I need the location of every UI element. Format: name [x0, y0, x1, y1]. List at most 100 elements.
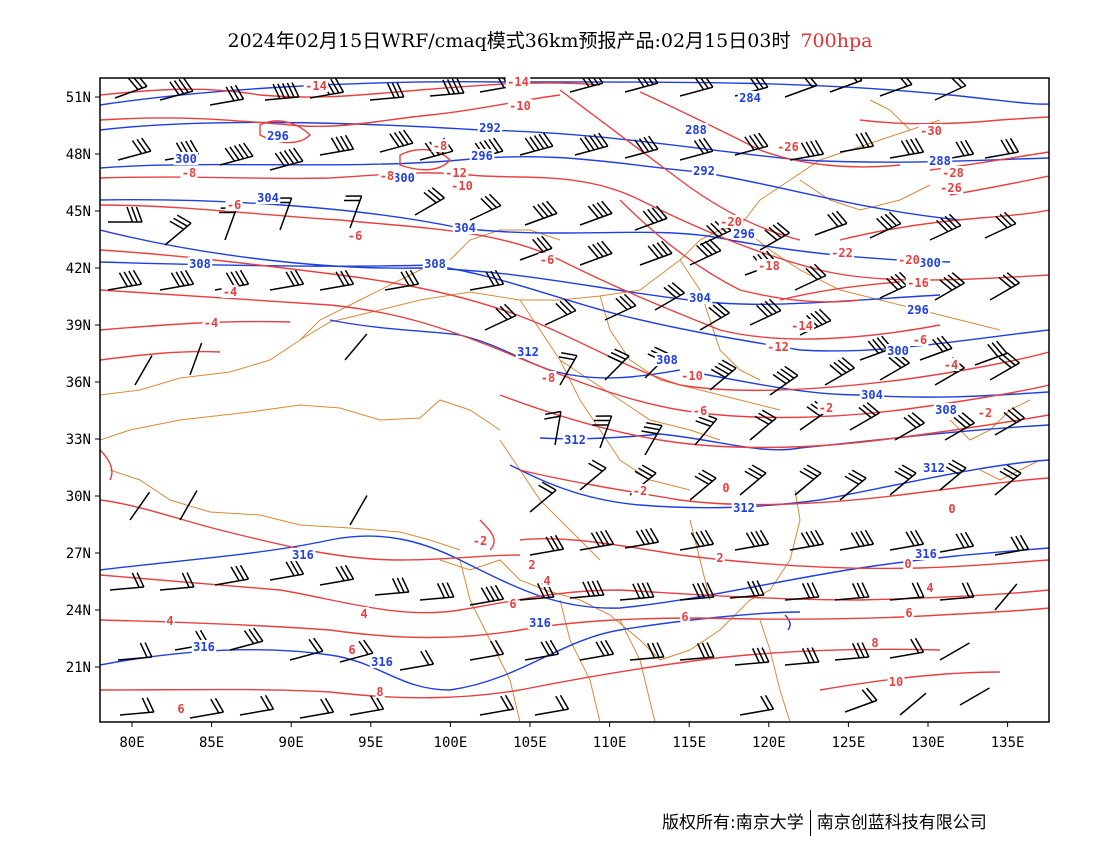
height-contour-label: 316: [915, 547, 937, 561]
wind-barb: [994, 464, 1022, 496]
wind-barb: [544, 410, 562, 446]
copyright-footer: 版权所有:南京大学 南京创蓝科技有限公司: [662, 808, 987, 836]
wind-barb: [579, 240, 613, 266]
wind-barb: [734, 132, 769, 156]
wind-barb: [639, 240, 673, 266]
wind-barb: [414, 187, 445, 216]
contour-label-bg: [391, 171, 417, 184]
temperature-contour-label: -2: [978, 406, 992, 420]
temperature-contour-label: -30: [920, 124, 942, 138]
contour-label-bg: [903, 557, 913, 570]
lon-label: 95E: [358, 735, 383, 751]
lat-label: 48N: [66, 147, 91, 163]
contour-label-bg: [859, 388, 885, 401]
wind-barb: [769, 365, 799, 396]
temperature-contour-label: -8: [541, 371, 555, 385]
lon-label: 110E: [593, 735, 627, 751]
contour-label-bg: [631, 484, 649, 497]
wind-barb: [159, 269, 195, 291]
height-contour-label: 316: [529, 616, 551, 630]
contour-label-bg: [775, 140, 801, 153]
wind-barb: [469, 584, 505, 606]
temperature-contour-label: -20: [720, 215, 742, 229]
contour-label-bg: [829, 246, 855, 259]
wind-barb: [218, 207, 238, 241]
wind-barb: [749, 409, 777, 441]
contour-label-bg: [202, 316, 220, 329]
wind-barb: [592, 415, 613, 449]
wind-barb: [939, 582, 975, 601]
wind-barb: [289, 637, 324, 661]
contour-label-bg: [917, 256, 943, 269]
wind-barb: [117, 642, 153, 661]
temperature-contour-label: 2: [528, 558, 535, 572]
footer-divider: [809, 810, 811, 836]
wind-barb: [839, 131, 875, 153]
height-contour-label: 308: [424, 257, 446, 271]
wind-barb: [939, 642, 970, 661]
lon-label: 85E: [199, 735, 224, 751]
wind-barb: [784, 582, 820, 601]
wind-barb: [959, 687, 990, 706]
wind-barb: [189, 342, 203, 376]
wind-barb: [679, 137, 714, 161]
wind-barb: [579, 529, 615, 551]
wind-barb: [989, 352, 1020, 381]
contour-label-bg: [538, 253, 556, 266]
wind-barb: [374, 577, 410, 596]
height-contour-label: 300: [393, 171, 415, 185]
wind-barb: [269, 269, 305, 291]
contour-label-bg: [885, 344, 911, 357]
contour-label-bg: [369, 655, 395, 668]
temperature-contour-label: 8: [376, 685, 383, 699]
contour-label-bg: [976, 406, 994, 419]
wind-barb: [869, 211, 902, 239]
temperature-contour-label: -14: [791, 319, 813, 333]
wind-barb: [159, 78, 194, 101]
wind-barb: [534, 694, 570, 716]
wind-barb: [519, 235, 553, 261]
wind-barb: [679, 582, 715, 601]
wind-barb: [994, 534, 1030, 556]
wind-barb: [629, 642, 665, 661]
wind-barb: [574, 132, 609, 156]
wind-barb: [484, 303, 517, 331]
lon-label: 90E: [279, 735, 304, 751]
lat-label: 33N: [66, 432, 91, 448]
temperature-contour-label: -4: [944, 358, 958, 372]
temperature-contour-label: -2: [819, 401, 833, 415]
wind-barb: [569, 78, 604, 93]
wind-barb: [264, 82, 300, 101]
lon-label: 125E: [832, 735, 866, 751]
wind-barb: [579, 459, 607, 491]
wind-barb: [114, 78, 148, 99]
contour-label-bg: [359, 607, 369, 620]
lat-label: 39N: [66, 318, 91, 334]
wind-barb: [679, 529, 715, 551]
temperature-contours: [100, 82, 1049, 699]
wind-barb: [689, 238, 722, 266]
temperature-contour-label: -10: [509, 99, 531, 113]
wind-barb: [269, 559, 305, 581]
contour-label-bg: [173, 152, 199, 165]
wind-barb: [319, 269, 355, 291]
lon-label: 115E: [672, 735, 706, 751]
height-contour-label: 312: [564, 433, 586, 447]
contour-label-bg: [187, 257, 213, 270]
contour-label-bg: [469, 149, 495, 162]
wind-barb: [107, 269, 143, 291]
temperature-contour-label: -10: [681, 369, 703, 383]
wind-barb: [849, 402, 880, 431]
height-contour-label: 300: [175, 152, 197, 166]
wind-barb: [379, 129, 414, 153]
wind-barb: [784, 647, 820, 666]
contour-label-bg: [905, 303, 931, 316]
lon-label: 120E: [752, 735, 786, 751]
wind-barb: [339, 639, 374, 663]
temperature-contour-label: -26: [940, 181, 962, 195]
lon-label: 100E: [434, 735, 468, 751]
contour-label-bg: [508, 597, 518, 610]
contour-label-bg: [911, 333, 929, 346]
contour-label-bg: [940, 166, 966, 179]
contour-label-bg: [687, 291, 713, 304]
